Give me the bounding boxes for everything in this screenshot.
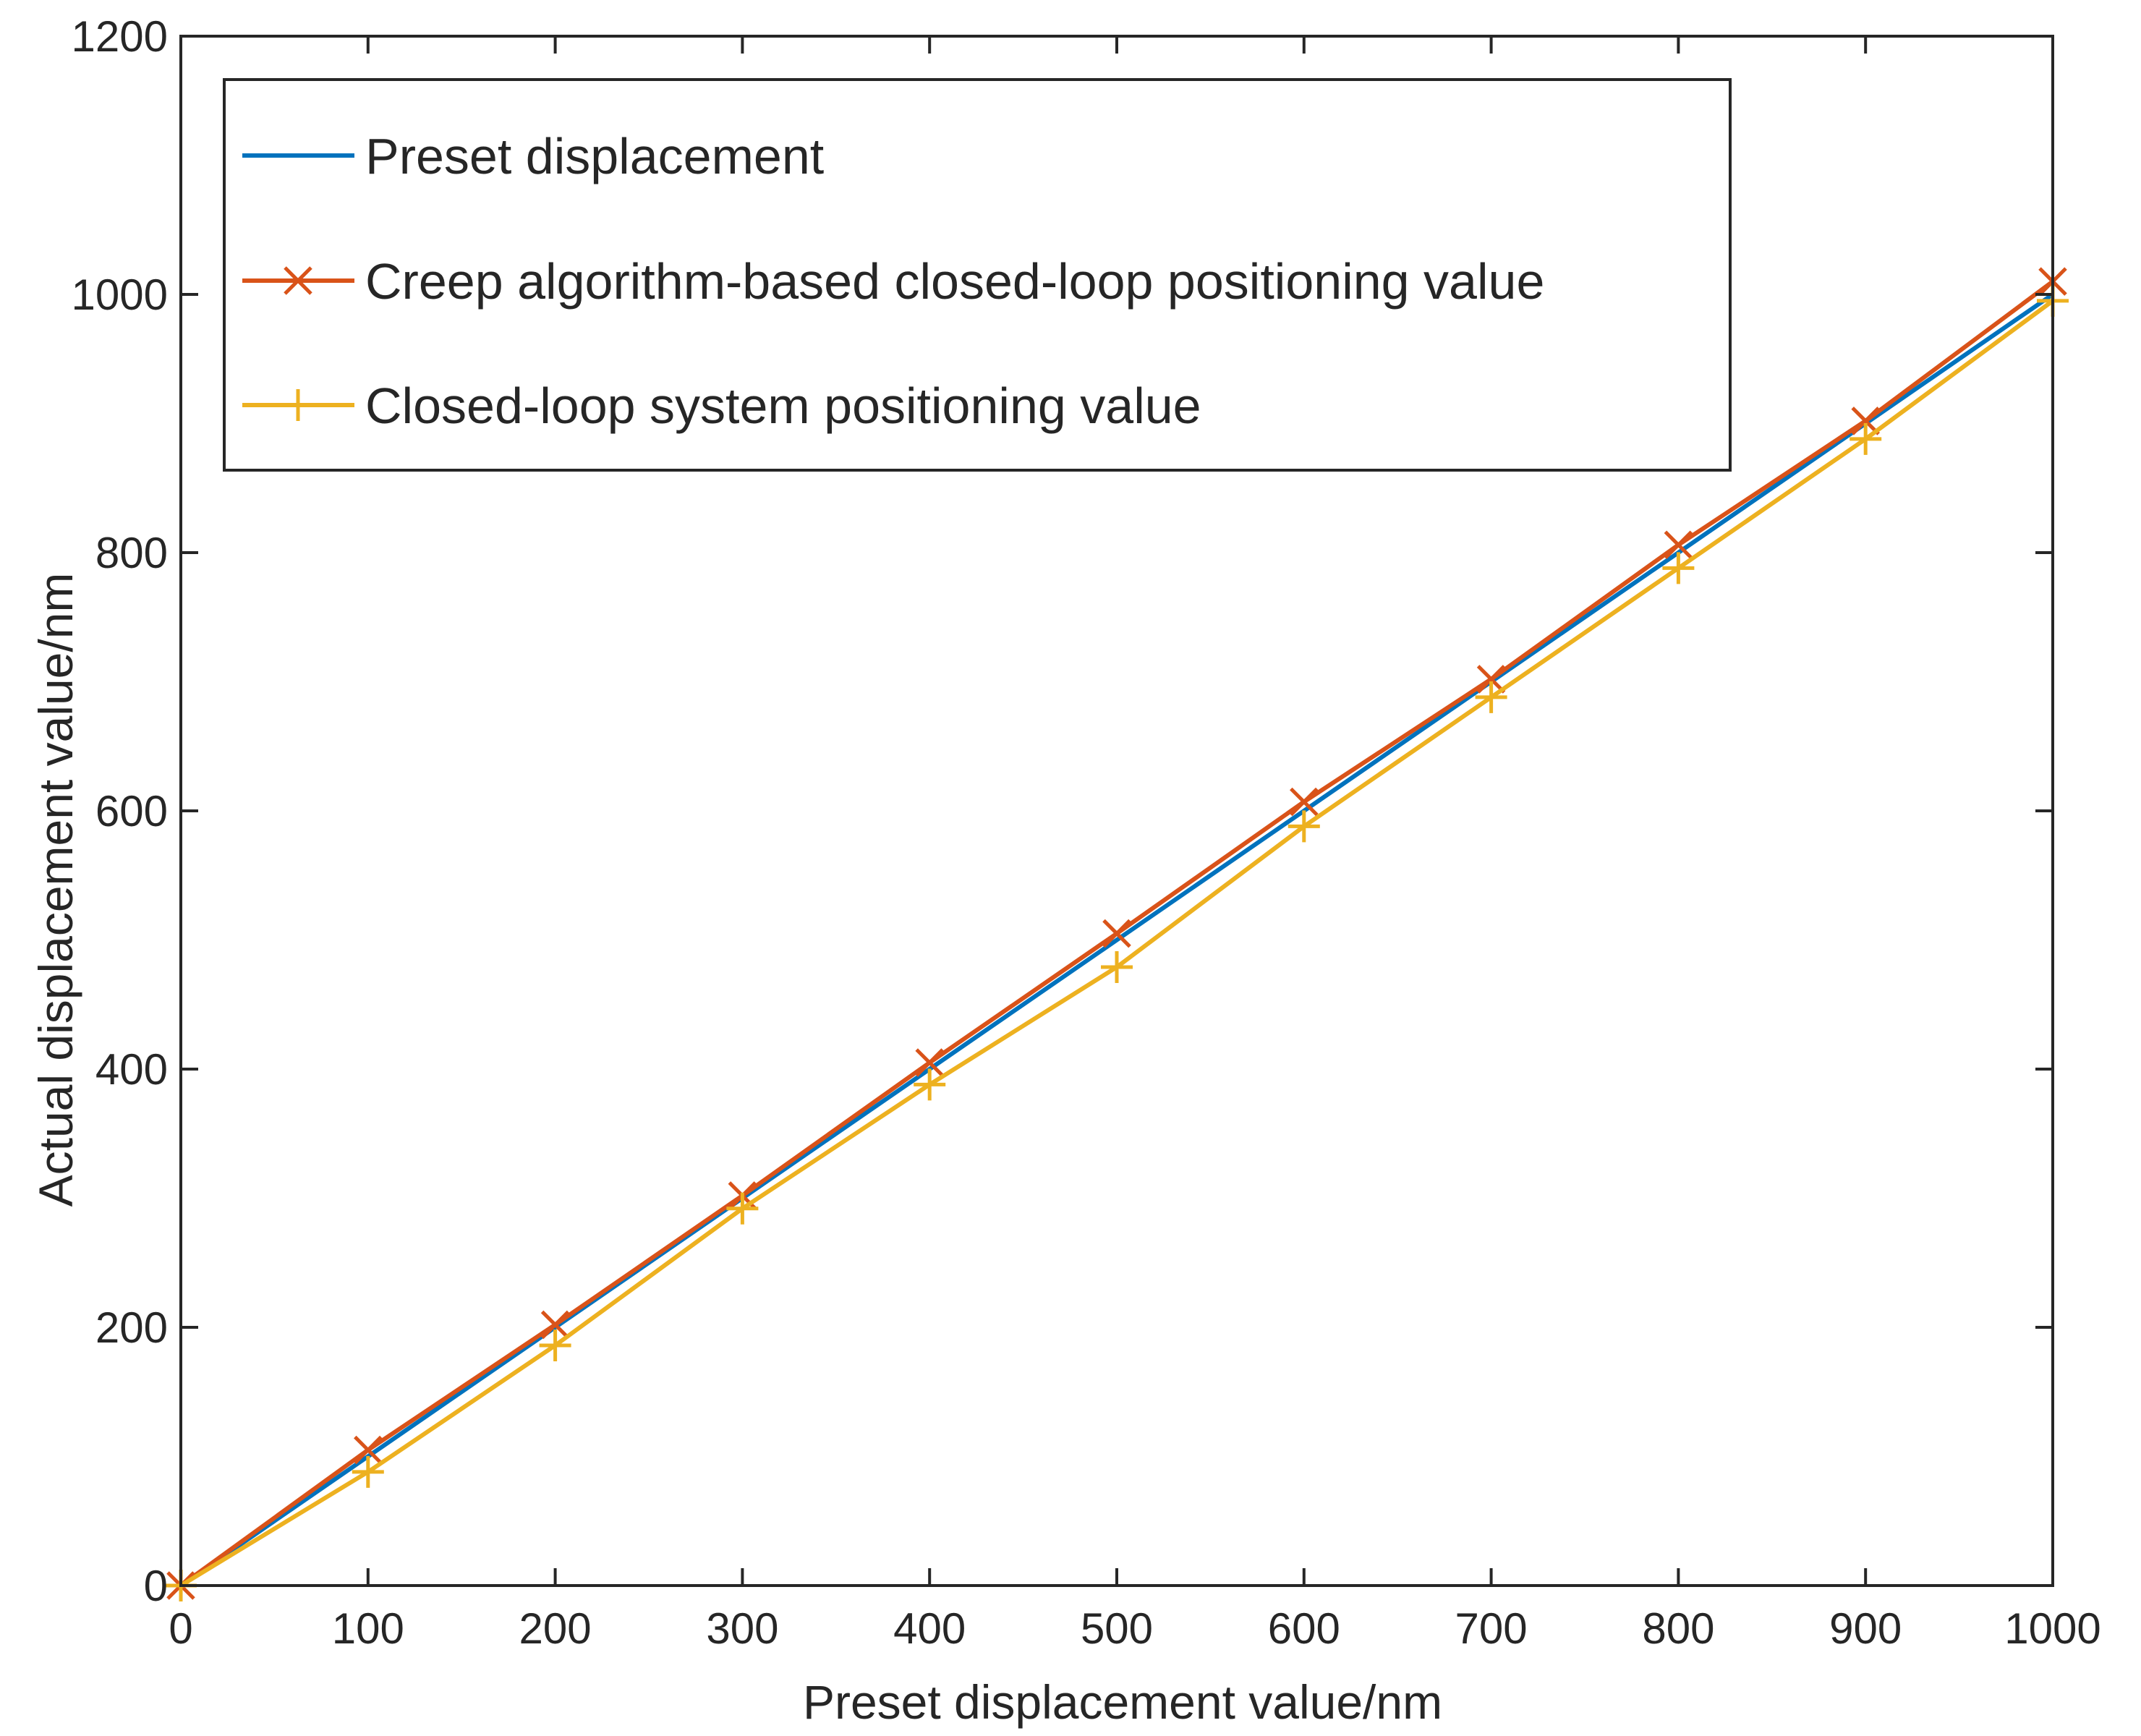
marker-stroke (1102, 919, 1131, 948)
y-tick-label: 200 (95, 1303, 168, 1352)
data-point (1287, 810, 1320, 843)
data-point (726, 1192, 759, 1225)
data-point (1101, 950, 1133, 983)
series-layer (165, 267, 2069, 1601)
y-tick-label: 400 (95, 1045, 168, 1094)
x-tick-label: 0 (169, 1604, 192, 1653)
legend: Preset displacement Creep algorithm-based… (223, 78, 1732, 472)
data-point (540, 1310, 570, 1340)
data-point (539, 1329, 571, 1361)
data-point (1475, 681, 1507, 713)
x-tick-label: 600 (1268, 1604, 1340, 1653)
x-tick-label: 500 (1081, 1604, 1153, 1653)
data-point (1102, 919, 1131, 948)
y-tick-label: 0 (144, 1562, 168, 1610)
legend-entry-3: Closed-loop system positioning value (242, 378, 1201, 434)
x-tick-label: 700 (1455, 1604, 1528, 1653)
series-line-1 (179, 292, 2054, 1588)
marker-stroke (1290, 787, 1319, 817)
x-tick-label: 200 (519, 1604, 592, 1653)
y-axis-label: Actual displacement value/nm (29, 573, 82, 1207)
data-point (1664, 530, 1693, 560)
marker-stroke (1476, 665, 1506, 694)
x-tick-label: 400 (893, 1604, 966, 1653)
legend-marker (284, 266, 312, 295)
data-point (1850, 422, 1882, 455)
legend-label: Preset displacement (365, 128, 824, 184)
y-tick-label: 1200 (72, 12, 168, 61)
data-point (915, 1048, 944, 1077)
data-point (1476, 665, 1506, 694)
data-point (1290, 787, 1319, 817)
x-tick-label: 300 (706, 1604, 778, 1653)
y-tick-label: 1000 (72, 271, 168, 319)
legend-box (223, 78, 1732, 472)
legend-entry-2: Creep algorithm-based closed-loop positi… (242, 253, 1544, 310)
x-tick-label: 900 (1829, 1604, 1902, 1653)
data-point (352, 1455, 384, 1488)
marker-stroke (540, 1310, 570, 1340)
data-point (354, 1435, 383, 1465)
marker-stroke (915, 1048, 944, 1077)
legend-label: Closed-loop system positioning value (365, 378, 1201, 434)
x-tick-label: 800 (1642, 1604, 1714, 1653)
marker-stroke (1664, 530, 1693, 560)
x-tick-label: 100 (332, 1604, 404, 1653)
marker-stroke (1851, 407, 1880, 435)
data-point (1851, 407, 1880, 435)
y-tick-label: 800 (95, 529, 168, 577)
data-point (914, 1068, 946, 1101)
x-tick-label: 1000 (2004, 1604, 2100, 1653)
data-point (1662, 552, 1695, 584)
axes-layer: 0 100 200 300 400 500 600 700 800 900 1000 0 200 400 6… (72, 12, 2101, 1653)
marker-stroke (354, 1435, 383, 1465)
legend-label: Creep algorithm-based closed-loop positi… (365, 253, 1544, 310)
x-axis-label: Preset displacement value/nm (803, 1675, 1442, 1729)
legend-entry-1: Preset displacement (242, 128, 824, 184)
y-tick-label: 600 (95, 787, 168, 835)
